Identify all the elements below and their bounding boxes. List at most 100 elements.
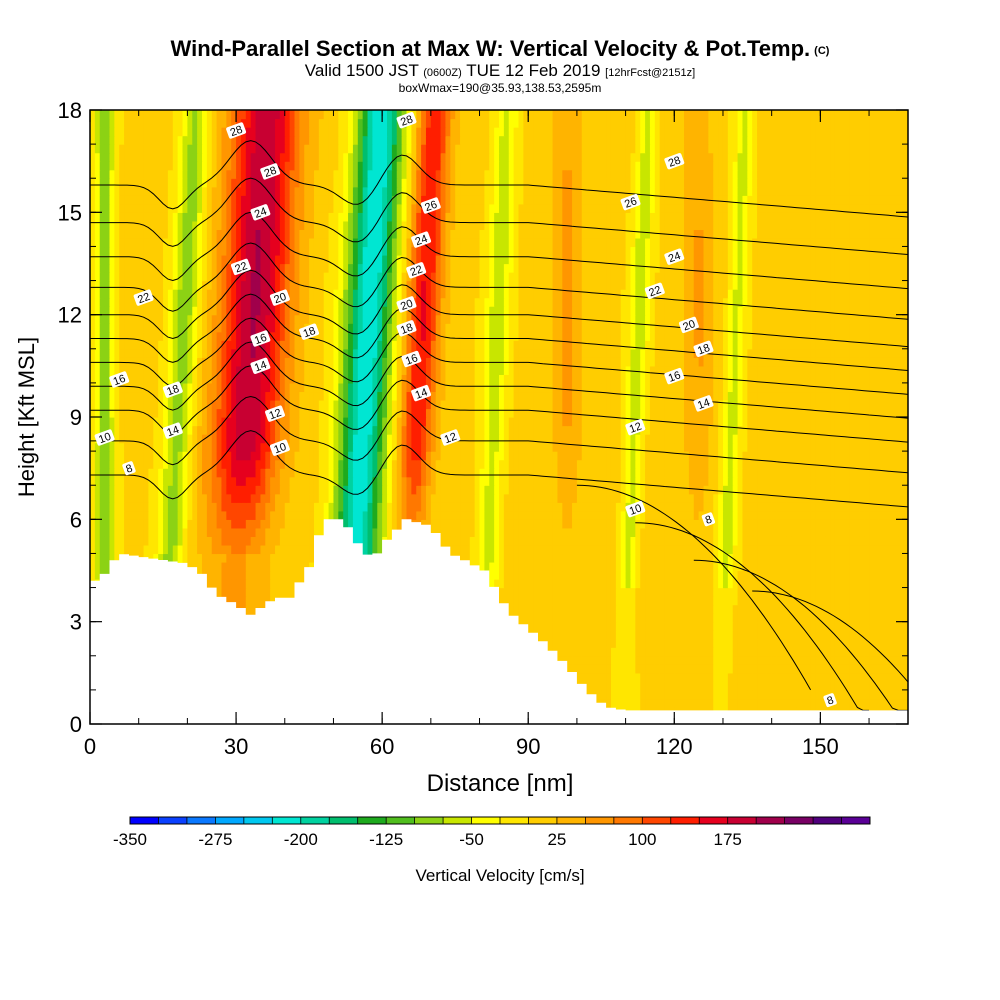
velocity-cell [669,647,675,657]
velocity-cell [737,536,744,546]
velocity-cell [727,604,734,614]
velocity-cell [878,510,885,520]
velocity-cell [645,638,651,648]
velocity-cell [849,544,856,555]
velocity-cell [187,510,193,520]
velocity-cell [279,476,286,486]
velocity-cell [211,510,218,520]
velocity-cell [177,553,184,563]
velocity-cell [713,519,719,529]
velocity-cell [645,664,651,674]
velocity-cell [309,527,315,537]
velocity-cell [664,613,671,623]
velocity-cell [231,502,237,512]
velocity-cell [893,493,899,503]
velocity-cell [849,553,856,563]
velocity-cell [815,579,821,589]
velocity-cell [649,476,656,486]
velocity-cell [732,570,739,580]
velocity-cell [854,596,860,606]
velocity-cell [133,493,140,503]
velocity-cell [591,655,597,665]
velocity-cell [849,561,856,572]
velocity-cell [732,476,739,486]
velocity-cell [216,536,223,546]
velocity-cell [761,630,768,640]
velocity-cell [236,561,242,572]
velocity-cell [231,587,237,597]
velocity-cell [649,664,656,674]
velocity-cell [94,527,101,537]
velocity-cell [94,476,101,486]
velocity-cell [864,519,870,529]
velocity-cell [732,544,739,555]
velocity-cell [240,468,247,478]
velocity-cell [90,510,96,520]
velocity-cell [664,647,671,657]
velocity-cell [513,570,520,580]
velocity-cell [796,536,802,546]
velocity-cell [864,613,870,623]
velocity-cell [708,630,714,640]
velocity-cell [869,664,875,674]
velocity-cell [182,476,188,486]
velocity-cell [464,468,471,478]
velocity-cell [586,655,593,665]
velocity-cell [284,485,291,495]
velocity-cell [810,655,817,665]
velocity-cell [684,689,690,700]
velocity-cell [669,604,675,614]
velocity-cell [367,536,374,546]
velocity-cell [323,493,330,503]
velocity-cell [90,493,96,503]
velocity-cell [727,519,734,529]
velocity-cell [688,638,695,648]
velocity-cell [596,604,602,614]
velocity-cell [698,476,705,486]
velocity-cell [825,485,831,495]
velocity-cell [893,638,899,648]
velocity-cell [825,570,831,580]
velocity-cell [737,485,744,495]
velocity-cell [640,468,646,478]
velocity-cell [533,493,539,503]
velocity-cell [153,510,159,520]
velocity-cell [576,630,583,640]
velocity-cell [625,638,632,648]
velocity-cell [742,638,748,648]
velocity-cell [586,672,593,682]
velocity-cell [771,604,778,614]
velocity-cell [148,476,154,486]
velocity-cell [606,553,612,563]
velocity-cell [693,647,700,657]
velocity-cell [552,485,559,495]
velocity-cell [698,638,705,648]
velocity-cell [177,476,184,486]
velocity-cell [615,476,622,486]
velocity-cell [854,579,860,589]
velocity-cell [601,655,607,665]
velocity-cell [645,672,651,682]
velocity-cell [119,502,125,512]
velocity-cell [669,681,675,691]
velocity-cell [693,638,700,648]
velocity-cell [796,519,802,529]
velocity-cell [245,579,252,589]
velocity-cell [362,519,369,529]
velocity-cell [864,596,870,606]
velocity-cell [591,681,597,691]
velocity-cell [377,519,383,529]
velocity-cell [688,604,695,614]
velocity-cell [591,561,597,572]
velocity-cell [869,553,875,563]
velocity-cell [635,510,641,520]
velocity-cell [489,468,495,478]
velocity-cell [669,579,675,589]
velocity-cell [275,579,281,589]
velocity-cell [839,621,846,631]
velocity-cell [839,672,846,682]
velocity-cell [279,544,286,555]
velocity-cell [572,553,578,563]
velocity-cell [800,536,807,546]
velocity-cell [825,579,831,589]
